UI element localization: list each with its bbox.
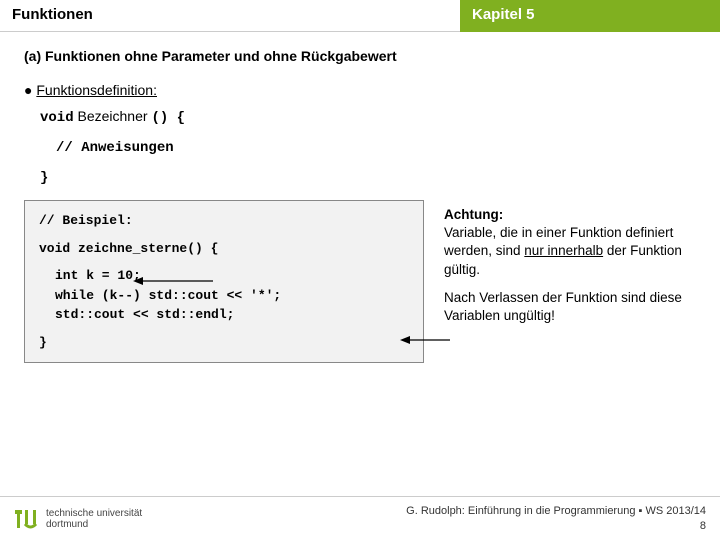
- defn-close: }: [40, 170, 696, 186]
- code-l2: void zeichne_sterne() {: [39, 239, 409, 259]
- arrow-to-intk: [133, 275, 213, 287]
- defn-line: void Bezeichner () {: [40, 108, 696, 126]
- header-right-chapter: Kapitel 5: [460, 0, 720, 32]
- bullet-line: ● Funktionsdefinition:: [24, 82, 696, 98]
- code-l4: while (k--) std::cout << '*';: [55, 286, 409, 306]
- code-l5: std::cout << std::endl;: [55, 305, 409, 325]
- defn-comment: // Anweisungen: [56, 140, 696, 156]
- void-keyword: void: [40, 110, 74, 126]
- example-row: // Beispiel: void zeichne_sterne() { int…: [24, 200, 696, 363]
- footer-uni-text: technische universität dortmund: [46, 508, 142, 530]
- side-heading: Achtung:: [444, 207, 503, 222]
- tu-logo-icon: [14, 506, 40, 532]
- code-l1: // Beispiel:: [39, 211, 409, 231]
- footer-logo: technische universität dortmund: [14, 506, 142, 532]
- arrow-from-note-to-code: [400, 333, 460, 347]
- footer-right: G. Rudolph: Einführung in die Programmie…: [406, 504, 706, 533]
- code-example-box: // Beispiel: void zeichne_sterne() { int…: [24, 200, 424, 363]
- side-p2: Nach Verlassen der Funktion sind diese V…: [444, 289, 694, 325]
- side-note: Achtung: Variable, die in einer Funktion…: [444, 200, 694, 335]
- footer-credit: G. Rudolph: Einführung in die Programmie…: [406, 504, 706, 518]
- header: Funktionen Kapitel 5: [0, 0, 720, 32]
- code-l6: }: [39, 333, 409, 353]
- defn-label: Funktionsdefinition:: [36, 82, 157, 98]
- footer-uni2: dortmund: [46, 519, 142, 530]
- subtitle: (a) Funktionen ohne Parameter und ohne R…: [24, 48, 696, 64]
- content-area: (a) Funktionen ohne Parameter und ohne R…: [0, 32, 720, 371]
- header-left-title: Funktionen: [0, 0, 460, 32]
- footer: technische universität dortmund G. Rudol…: [0, 496, 720, 540]
- code-l3: int k = 10;: [55, 266, 409, 286]
- defn-tail: () {: [151, 110, 185, 126]
- footer-page: 8: [406, 519, 706, 533]
- footer-uni1: technische universität: [46, 508, 142, 519]
- defn-identifier: Bezeichner: [74, 108, 152, 124]
- side-p1-underline: nur innerhalb: [524, 243, 603, 258]
